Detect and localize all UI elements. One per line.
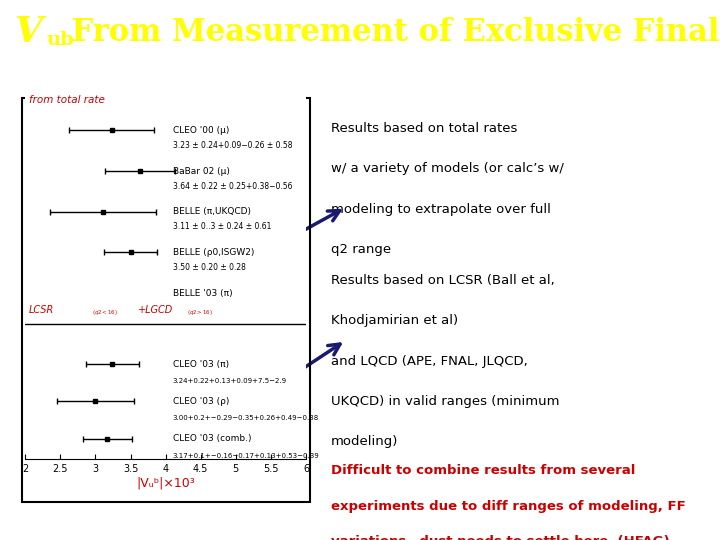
Text: $_{(q2<16)}$: $_{(q2<16)}$ xyxy=(92,308,118,318)
Text: 3.17+0.1+−0.16−0.17+0.13+0.53−0.39: 3.17+0.1+−0.16−0.17+0.13+0.53−0.39 xyxy=(173,453,320,458)
Text: variations…dust needs to settle here  (HFAG): variations…dust needs to settle here (HF… xyxy=(331,535,670,540)
Text: Results based on LCSR (Ball et al,: Results based on LCSR (Ball et al, xyxy=(331,274,555,287)
Text: w/ a variety of models (or calc’s w/: w/ a variety of models (or calc’s w/ xyxy=(331,162,564,175)
X-axis label: |Vᵤᵇ|×10³: |Vᵤᵇ|×10³ xyxy=(136,477,195,490)
Text: BELLE (ρ0,ISGW2): BELLE (ρ0,ISGW2) xyxy=(173,248,254,257)
Text: from total rate: from total rate xyxy=(29,96,104,105)
Text: +LGCD: +LGCD xyxy=(138,305,173,315)
Text: $_{(q2>16)}$: $_{(q2>16)}$ xyxy=(186,308,212,318)
Text: 3.23 ± 0.24+0.09−0.26 ± 0.58: 3.23 ± 0.24+0.09−0.26 ± 0.58 xyxy=(173,141,292,150)
Text: Difficult to combine results from several: Difficult to combine results from severa… xyxy=(331,464,636,477)
Text: Khodjamirian et al): Khodjamirian et al) xyxy=(331,314,459,327)
Text: modeling to extrapolate over full: modeling to extrapolate over full xyxy=(331,202,551,215)
Text: experiments due to diff ranges of modeling, FF: experiments due to diff ranges of modeli… xyxy=(331,500,686,512)
Text: BELLE (π,UKQCD): BELLE (π,UKQCD) xyxy=(173,207,251,216)
Text: CLEO '00 (μ): CLEO '00 (μ) xyxy=(173,126,229,135)
Text: CLEO '03 (π): CLEO '03 (π) xyxy=(173,360,229,369)
Text: 3.64 ± 0.22 ± 0.25+0.38−0.56: 3.64 ± 0.22 ± 0.25+0.38−0.56 xyxy=(173,182,292,191)
Text: 3.50 ± 0.20 ± 0.28: 3.50 ± 0.20 ± 0.28 xyxy=(173,263,246,272)
Text: LCSR: LCSR xyxy=(29,305,54,315)
Text: 3.11 ± 0..3 ± 0.24 ± 0.61: 3.11 ± 0..3 ± 0.24 ± 0.61 xyxy=(173,222,271,232)
Text: Results based on total rates: Results based on total rates xyxy=(331,122,518,135)
Text: 3.00+0.2+−0.29−0.35+0.26+0.49−0.38: 3.00+0.2+−0.29−0.35+0.26+0.49−0.38 xyxy=(173,415,319,421)
Text: modeling): modeling) xyxy=(331,435,399,448)
Text: BELLE '03 (π): BELLE '03 (π) xyxy=(173,288,233,298)
Text: V: V xyxy=(14,16,42,49)
Text: q2 range: q2 range xyxy=(331,243,392,256)
Text: UKQCD) in valid ranges (minimum: UKQCD) in valid ranges (minimum xyxy=(331,395,559,408)
Text: CLEO '03 (comb.): CLEO '03 (comb.) xyxy=(173,434,251,443)
Text: 3.24+0.22+0.13+0.09+7.5−2.9: 3.24+0.22+0.13+0.09+7.5−2.9 xyxy=(173,378,287,384)
Text: From Measurement of Exclusive Final States: From Measurement of Exclusive Final Stat… xyxy=(61,17,720,48)
Text: BaBar 02 (μ): BaBar 02 (μ) xyxy=(173,166,230,176)
Text: and LQCD (APE, FNAL, JLQCD,: and LQCD (APE, FNAL, JLQCD, xyxy=(331,355,528,368)
Text: CLEO '03 (ρ): CLEO '03 (ρ) xyxy=(173,397,229,406)
Text: ub: ub xyxy=(47,31,75,49)
